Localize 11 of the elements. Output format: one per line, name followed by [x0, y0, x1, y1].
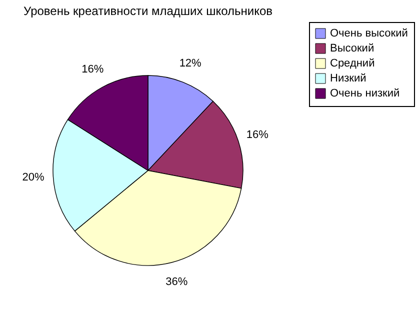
legend-label: Очень высокий: [330, 28, 408, 40]
legend-label: Средний: [330, 58, 375, 70]
data-label: 16%: [246, 128, 269, 141]
legend-label: Очень низкий: [330, 88, 400, 100]
legend-label: Высокий: [330, 42, 374, 54]
data-label: 20%: [22, 172, 44, 184]
data-label: 12%: [179, 58, 202, 70]
data-label: 16%: [82, 64, 104, 76]
data-label: 36%: [166, 276, 188, 288]
legend-label: Низкий: [330, 72, 366, 84]
chart-title: Уровень креативности младших школьников: [23, 4, 273, 18]
